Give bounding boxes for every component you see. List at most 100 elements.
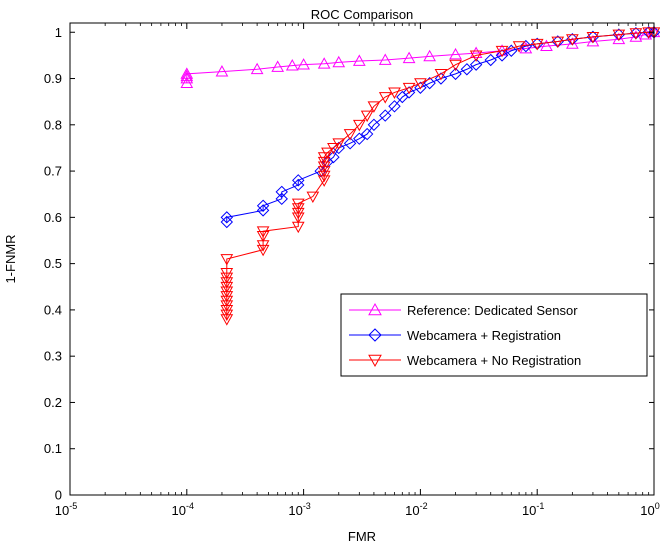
data-point [250,62,264,75]
y-tick-label: 1 [55,25,62,40]
y-tick-label: 0.7 [44,164,62,179]
data-point [220,267,234,280]
data-point [360,110,374,123]
data-point [449,67,462,81]
data-point [402,86,416,99]
data-point [566,34,579,46]
data-point [402,82,416,95]
data-point [402,51,416,64]
data-point [629,28,643,40]
data-point [388,87,401,99]
x-tick-label: 10-2 [405,501,427,518]
data-point [352,119,366,132]
data-point [220,272,234,285]
data-point [495,45,509,58]
data-point [414,78,427,90]
data-point [423,49,436,62]
x-tick-label: 10-4 [172,501,194,518]
data-point [327,143,340,155]
y-tick-label: 0 [55,488,62,503]
data-point [388,100,401,113]
data-point [332,55,346,68]
data-point [291,198,305,211]
data-point [612,32,626,45]
data-point [306,191,320,204]
data-point [378,92,392,104]
data-point [332,138,346,150]
legend: Reference: Dedicated Sensor Webcamera + R… [340,293,648,377]
y-tick-label: 0.5 [44,256,62,271]
data-point [368,302,382,316]
data-point [551,36,565,49]
data-point [220,254,234,266]
data-point [292,174,305,187]
y-tick-label: 0.1 [44,441,62,456]
data-point [434,69,448,81]
data-point [256,244,270,257]
data-point [639,28,653,40]
x-tick-label: 10-5 [55,501,77,518]
data-point [530,38,544,51]
y-tick-label: 0.2 [44,395,62,410]
data-point [367,101,381,113]
data-point [469,50,483,62]
data-point [512,41,526,53]
data-point [423,76,436,90]
data-point [469,46,483,58]
data-point [317,57,331,69]
data-point [586,34,600,47]
series-layer [180,25,660,326]
data-point [586,31,600,44]
series-line [226,31,654,320]
y-tick-label: 0.9 [44,71,62,86]
data-point [256,226,270,238]
x-tick-label: 10-1 [522,501,544,518]
data-point [566,37,579,49]
data-point [285,59,299,71]
data-point [360,127,374,141]
data-point [271,60,285,72]
ticks-layer: 0 0.1 0.2 0.3 0.4 0.5 0.6 0.7 0.8 0.9 1 10-5 10-4 10-… [44,23,660,518]
y-tick-label: 0.3 [44,349,62,364]
data-point [180,67,194,79]
data-point [368,328,382,342]
data-point [220,215,234,229]
data-point [367,118,381,132]
data-point [612,29,626,42]
data-point [414,81,427,94]
x-tick-label: 10-3 [288,501,310,518]
data-point [378,53,392,65]
data-point [519,41,533,54]
data-point [495,49,509,62]
series-0 [180,25,660,89]
x-tick-label: 100 [640,501,659,518]
data-point [352,54,366,66]
data-point [343,137,357,150]
data-point [256,199,270,212]
data-point [469,58,483,71]
y-axis-label: 1-FNMR [3,234,18,283]
legend-label: Reference: Dedicated Sensor [407,303,578,318]
data-point [449,59,462,72]
data-point [291,203,305,215]
y-tick-label: 0.8 [44,117,62,132]
data-point [256,204,270,217]
data-point [540,39,553,52]
y-tick-label: 0.4 [44,302,62,317]
plot-frame [69,22,655,496]
data-point [256,230,270,243]
legend-item: Webcamera + Registration [349,328,561,343]
data-point [460,63,474,76]
data-point [275,185,288,199]
data-point [379,109,392,122]
data-point [449,47,462,60]
chart-title: ROC Comparison [311,7,414,22]
data-point [321,147,334,160]
data-point [180,69,194,82]
data-point [353,132,366,145]
legend-item: Webcamera + No Registration [349,353,581,368]
plot-area [70,23,654,495]
data-point [220,211,234,224]
legend-label: Webcamera + No Registration [407,353,581,368]
